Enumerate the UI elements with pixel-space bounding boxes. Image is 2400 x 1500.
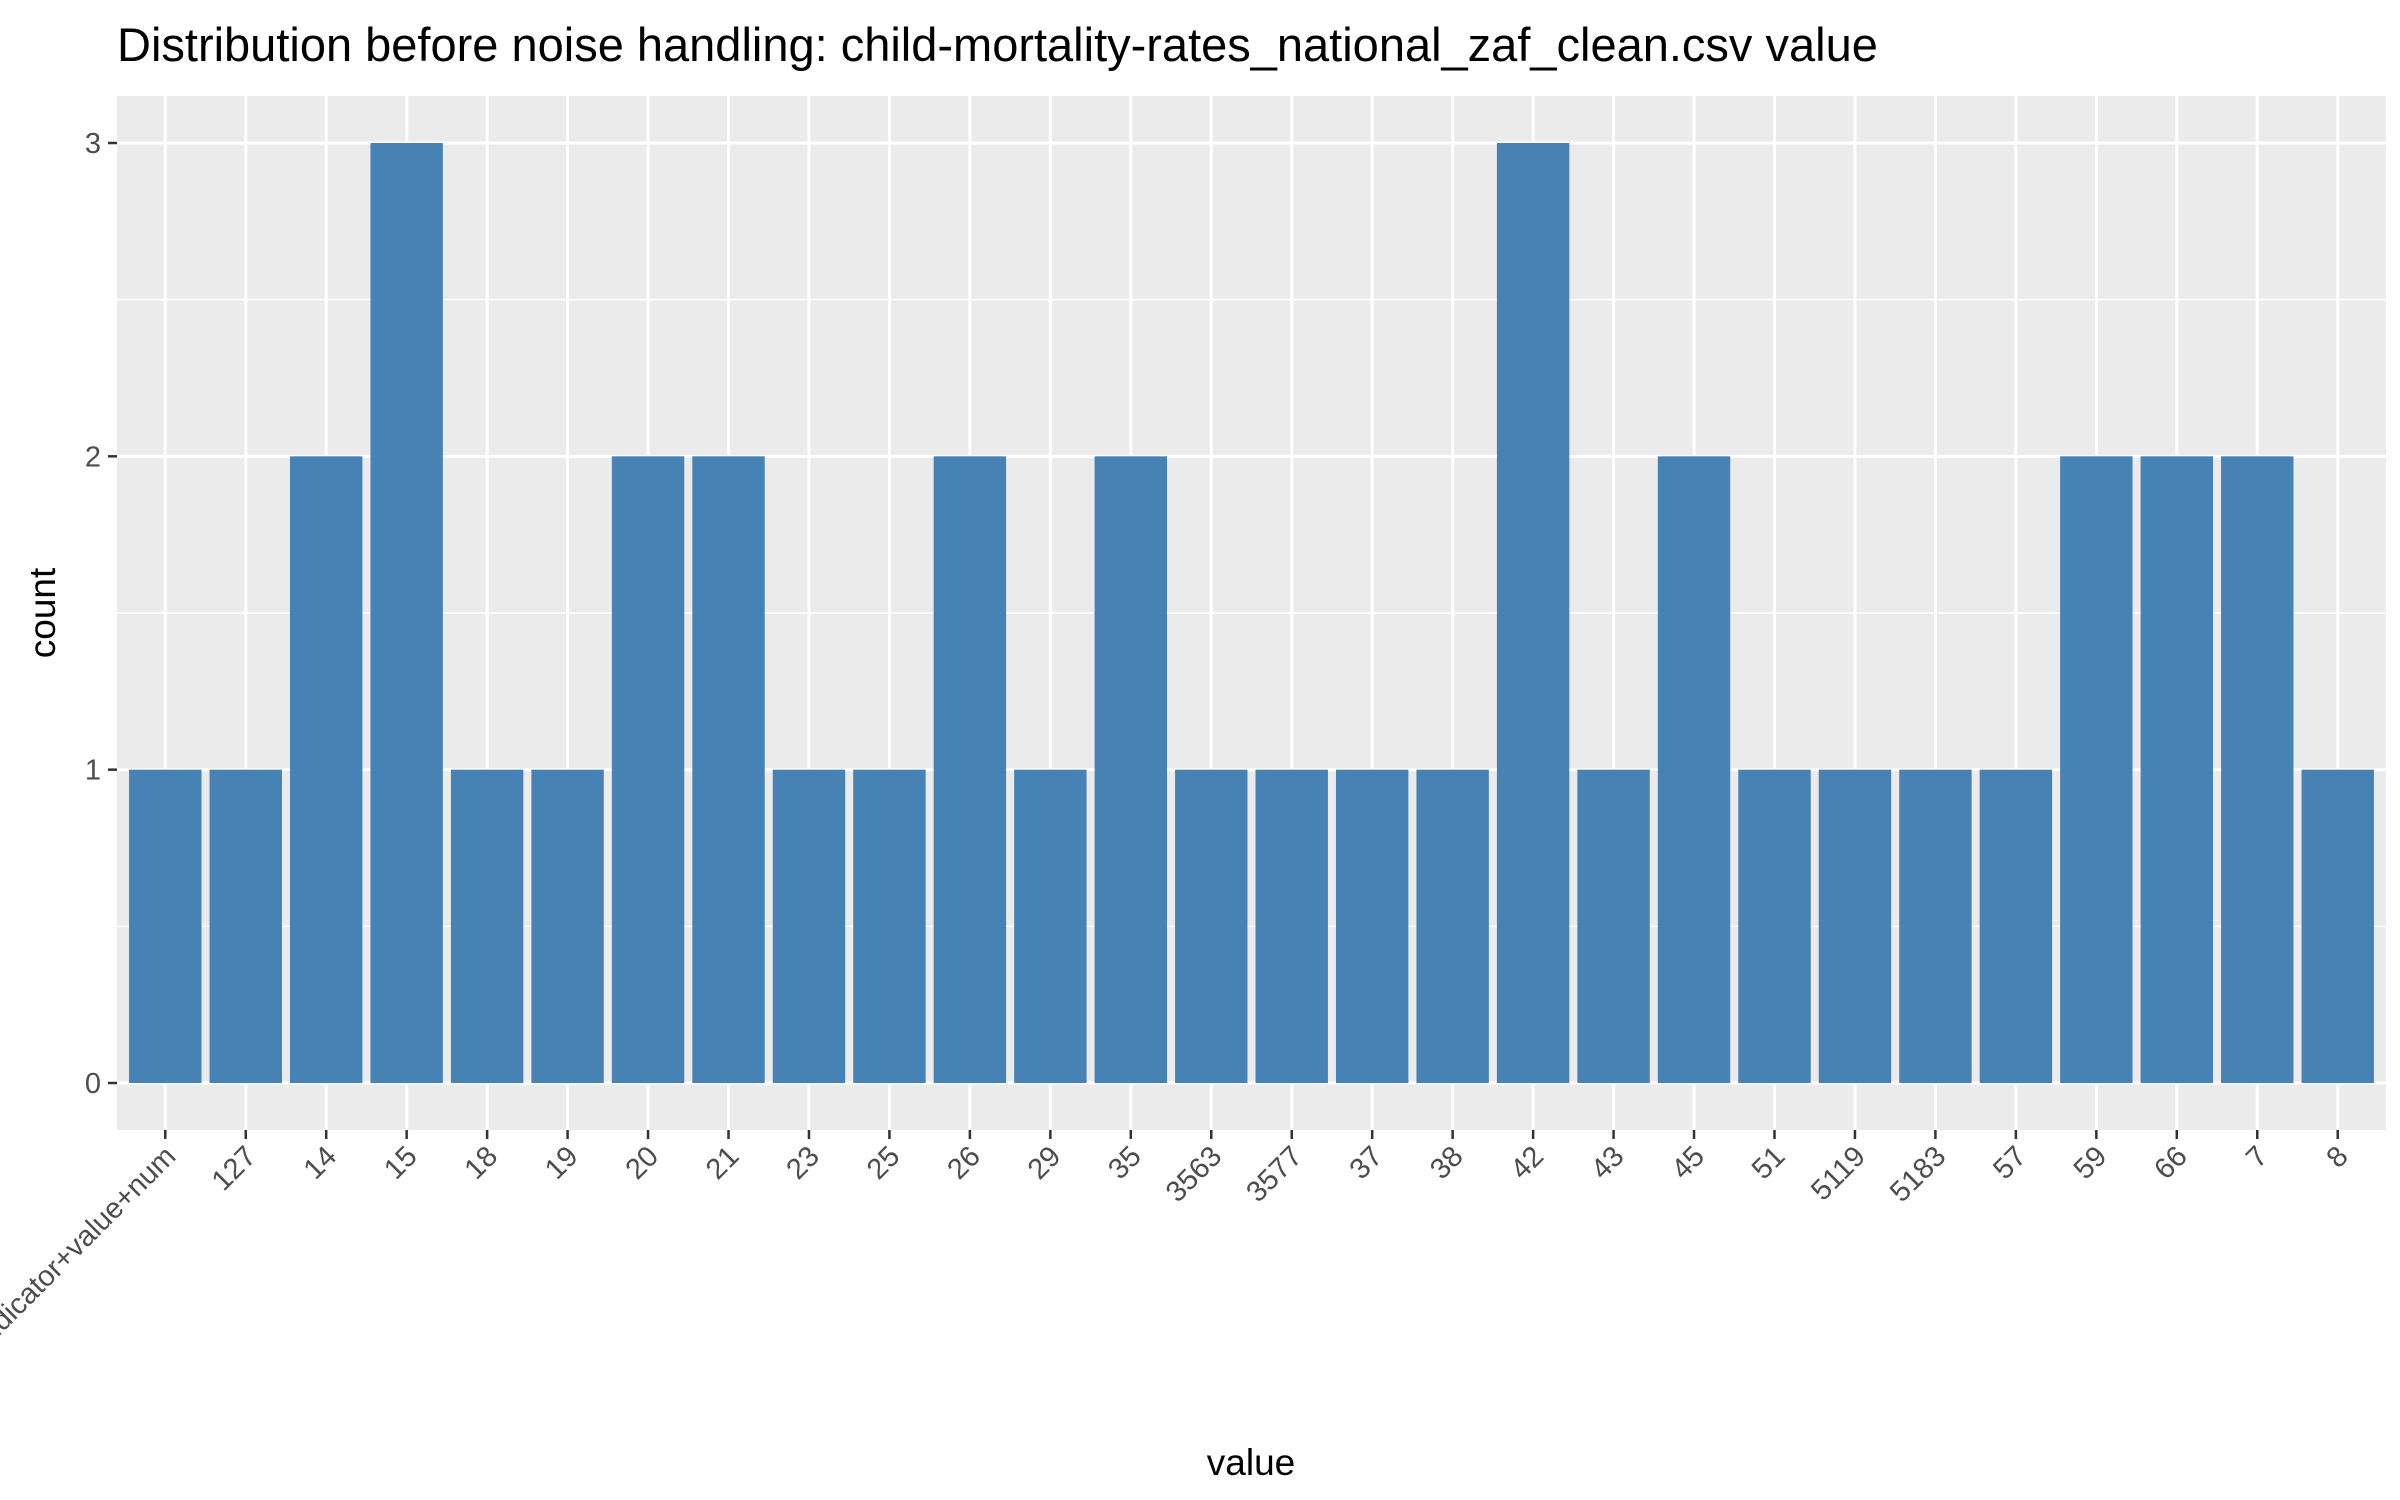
x-tick-label: 15 — [378, 1140, 423, 1185]
bar — [2221, 456, 2294, 1083]
y-axis: 0 1 2 3 — [85, 128, 117, 1100]
x-tick-label: 3577 — [1240, 1140, 1308, 1208]
bar — [209, 769, 282, 1083]
x-tick-label: 19 — [539, 1140, 584, 1185]
x-tick-label: #indicator+value+num — [0, 1140, 182, 1364]
x-tick-label: 14 — [298, 1140, 343, 1185]
x-tick-label: 43 — [1585, 1140, 1630, 1185]
x-tick-label: 127 — [206, 1140, 263, 1197]
x-axis: #indicator+value+num 127 14 15 18 19 20 21 23 25 2… — [0, 1130, 2355, 1365]
bar — [611, 456, 685, 1083]
x-tick-label: 5183 — [1884, 1140, 1952, 1208]
x-tick-label: 23 — [780, 1140, 825, 1185]
bar — [2140, 456, 2214, 1083]
bar — [289, 456, 363, 1083]
bar — [1979, 769, 2053, 1083]
x-tick-label: 20 — [620, 1140, 665, 1185]
bar — [1496, 143, 1570, 1083]
x-tick-label: 5119 — [1805, 1140, 1872, 1207]
bar — [2301, 769, 2374, 1083]
bar — [1899, 769, 1972, 1083]
bar — [450, 769, 524, 1083]
bar — [1738, 769, 1811, 1083]
y-tick-label: 3 — [85, 128, 101, 160]
bar — [853, 769, 926, 1083]
x-tick-label: 59 — [2068, 1140, 2113, 1185]
x-tick-label: 35 — [1102, 1140, 1147, 1185]
bar — [772, 769, 846, 1083]
bar — [1416, 769, 1489, 1083]
x-tick-label: 7 — [2240, 1140, 2274, 1174]
x-tick-label: 45 — [1666, 1140, 1711, 1185]
bar — [1094, 456, 1168, 1083]
bar — [1657, 456, 1731, 1083]
bar — [1014, 769, 1087, 1083]
x-tick-label: 38 — [1424, 1140, 1469, 1185]
bar — [129, 769, 202, 1083]
x-tick-label: 37 — [1344, 1140, 1389, 1185]
bar — [1255, 769, 1328, 1083]
x-tick-label: 25 — [861, 1140, 906, 1185]
bar — [1818, 769, 1892, 1083]
x-tick-label: 18 — [459, 1140, 504, 1185]
y-tick-label: 1 — [85, 755, 101, 787]
x-tick-label: 51 — [1746, 1140, 1791, 1185]
y-axis-title: count — [22, 567, 63, 658]
x-tick-label: 26 — [941, 1140, 986, 1185]
bar — [1577, 769, 1650, 1083]
x-tick-label: 66 — [2148, 1140, 2193, 1185]
bar — [692, 456, 765, 1083]
bars — [129, 143, 2374, 1083]
chart-title: Distribution before noise handling: chil… — [117, 18, 1878, 71]
x-axis-title: value — [1207, 1442, 1295, 1483]
bar — [933, 456, 1007, 1083]
x-tick-label: 8 — [2321, 1140, 2355, 1174]
x-tick-label: 21 — [700, 1140, 745, 1185]
y-tick-label: 0 — [85, 1068, 101, 1100]
bar — [2060, 456, 2133, 1083]
bar — [1175, 769, 1248, 1083]
x-tick-label: 3563 — [1160, 1140, 1228, 1208]
x-tick-label: 57 — [1987, 1140, 2032, 1185]
x-tick-label: 42 — [1505, 1140, 1550, 1185]
bar — [1335, 769, 1409, 1083]
x-tick-label: 29 — [1022, 1140, 1067, 1185]
bar — [531, 769, 604, 1083]
y-tick-label: 2 — [85, 441, 101, 473]
bar — [370, 143, 443, 1083]
